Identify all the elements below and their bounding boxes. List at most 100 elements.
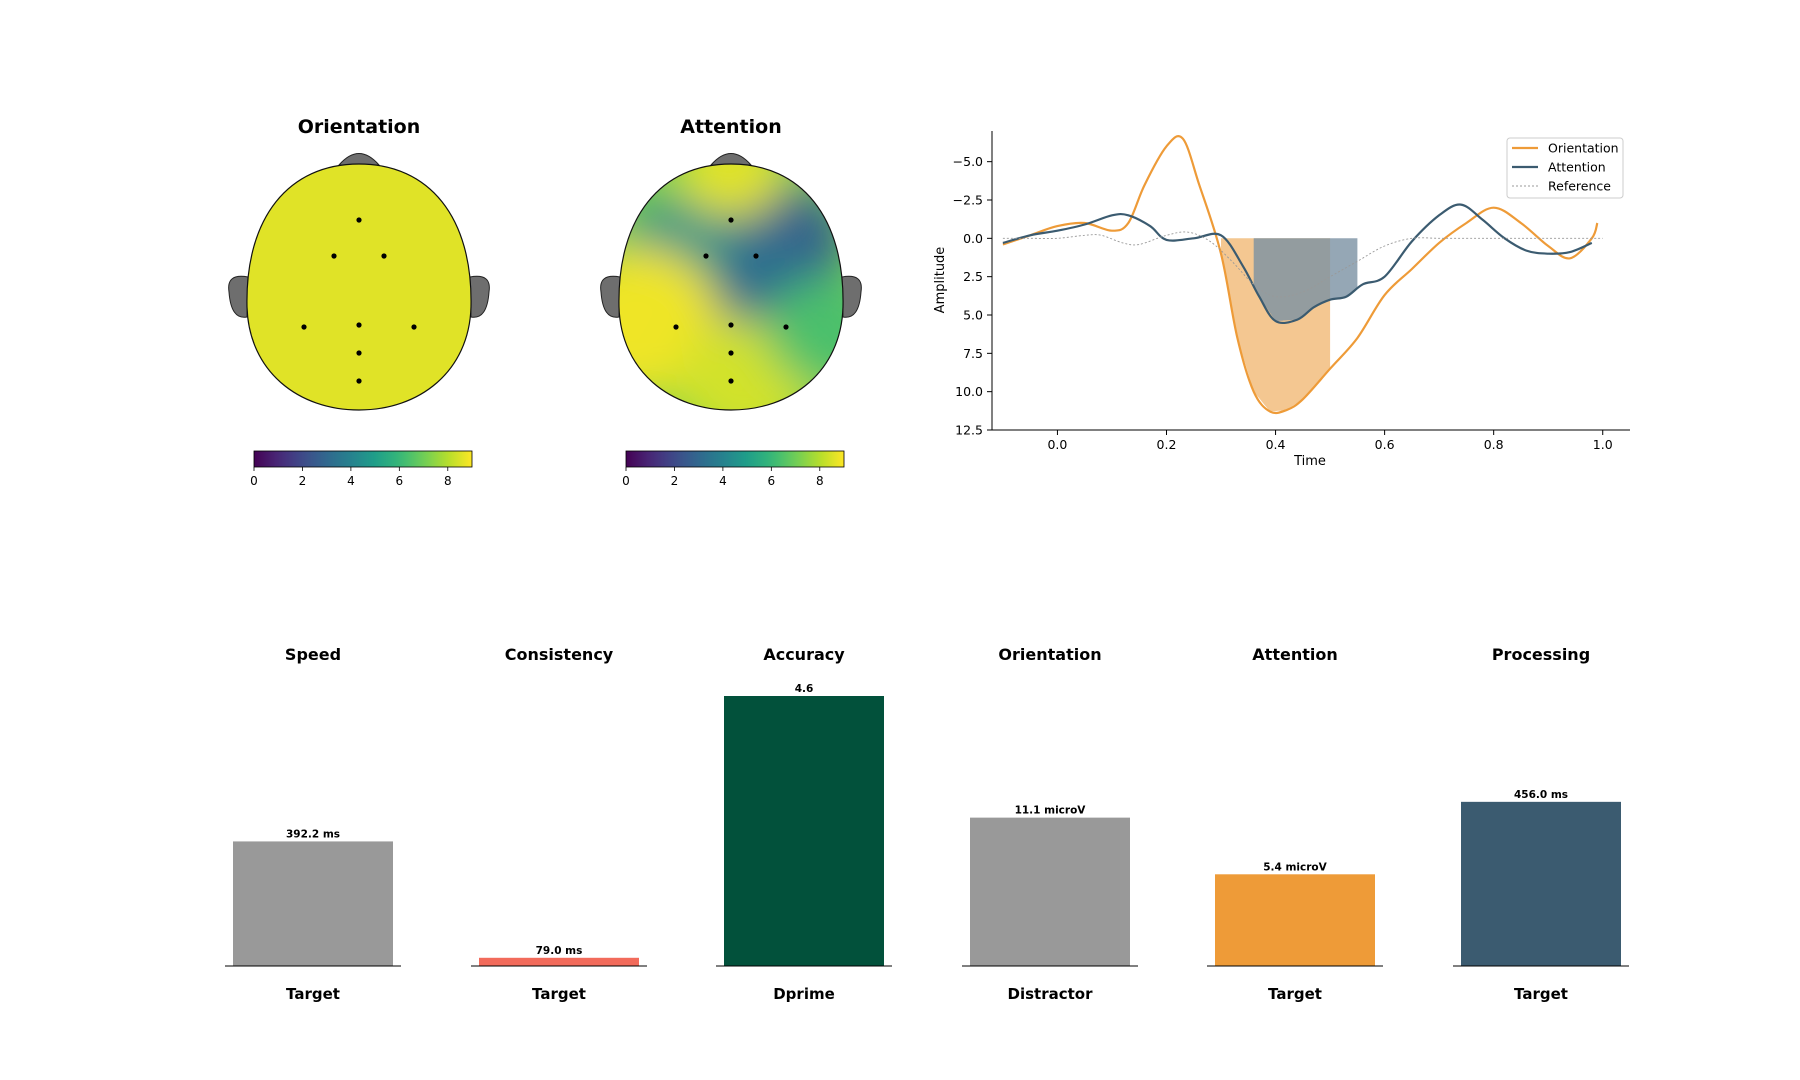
- bar-panel-title: Consistency: [505, 645, 614, 664]
- electrode-dot: [411, 324, 417, 330]
- bar-category-label: Target: [1268, 985, 1322, 1003]
- colorbar-tick-label: 2: [671, 474, 679, 488]
- bar: [233, 841, 393, 966]
- colorbar-tick-label: 8: [444, 474, 452, 488]
- bar-panel-title: Speed: [285, 645, 341, 664]
- x-tick-label: 0.6: [1375, 437, 1395, 452]
- bar: [724, 696, 884, 966]
- erp-line-chart: −5.0 −2.5 0.0 2.5 5.0 7.5 10.0 12.5 0.0 0.2 0.4 0.6…: [933, 131, 1630, 469]
- nose-shape: [337, 153, 381, 166]
- bar-category-label: Target: [1514, 985, 1568, 1003]
- series-line-orientation: [1002, 135, 1599, 415]
- colorbar-tick-label: 6: [396, 474, 404, 488]
- scalp-hotspot-left-temporal: [618, 245, 721, 399]
- bar-panel-processing: Processing 456.0 ms Target: [1453, 645, 1629, 1003]
- x-tick-label: 1.0: [1593, 437, 1613, 452]
- bar-panel-title: Attention: [1252, 645, 1337, 664]
- scalp-hotspot-right-temporal: [766, 278, 844, 386]
- colorbar-tick-label: 8: [816, 474, 824, 488]
- bar-value-label: 456.0 ms: [1514, 789, 1568, 801]
- x-tick-label: 0.0: [1047, 437, 1067, 452]
- scalp-field: [246, 164, 472, 410]
- right-ear-shape: [469, 275, 490, 318]
- legend-entry: Attention: [1548, 160, 1606, 175]
- bar-value-label: 392.2 ms: [286, 828, 340, 840]
- legend: Orientation Attention Reference: [1506, 137, 1624, 199]
- y-tick-label: 7.5: [963, 346, 983, 361]
- left-ear-shape: [600, 275, 621, 318]
- colorbar-gradient: [625, 450, 845, 468]
- bar-panel-orientation: Orientation 11.1 microV Distractor: [962, 645, 1138, 1003]
- electrode-dot: [728, 378, 734, 384]
- electrode-dot: [703, 253, 709, 259]
- y-tick-label: 2.5: [963, 269, 983, 284]
- topomap-title: Orientation: [298, 116, 421, 138]
- bar: [970, 817, 1130, 966]
- topomap-orientation: Orientation 0 2 4 6 8: [228, 116, 490, 488]
- bar-panel-attention: Attention 5.4 microV Target: [1207, 645, 1383, 1003]
- scalp-hotspot-frontal-pole: [676, 164, 786, 219]
- legend-entry: Reference: [1548, 179, 1611, 194]
- bar-category-label: Dprime: [773, 985, 835, 1003]
- series-lines: [1002, 135, 1603, 415]
- right-ear-shape: [841, 275, 862, 318]
- series-line-reference: [1002, 231, 1603, 298]
- topomap-title: Attention: [680, 116, 781, 138]
- left-ear-shape: [228, 275, 249, 318]
- colorbar-tick-label: 0: [250, 474, 258, 488]
- y-tick-label: −5.0: [953, 154, 983, 169]
- x-tick-label: 0.2: [1157, 437, 1177, 452]
- colorbar-tick-label: 2: [299, 474, 307, 488]
- colorbar-tick-label: 6: [768, 474, 776, 488]
- legend-entry: Orientation: [1548, 141, 1619, 156]
- colorbar-tick-label: 4: [719, 474, 727, 488]
- x-axis-label: Time: [1293, 454, 1326, 469]
- electrode-dot: [356, 217, 362, 223]
- topomap-attention: Attention 0 2 4 6 8: [600, 116, 862, 488]
- bar-panel-speed: Speed 392.2 ms Target: [225, 645, 401, 1003]
- electrode-dot: [673, 324, 679, 330]
- electrode-dot: [783, 324, 789, 330]
- x-tick-label: 0.8: [1484, 437, 1504, 452]
- bar-value-label: 4.6: [795, 683, 814, 695]
- head-outline: [600, 153, 862, 411]
- colorbar: 0 2 4 6 8: [622, 450, 845, 488]
- bar-panel-title: Processing: [1492, 645, 1590, 664]
- electrode-dot: [356, 378, 362, 384]
- electrode-dot: [301, 324, 307, 330]
- bar-value-label: 11.1 microV: [1015, 805, 1087, 817]
- bar-panel-title: Accuracy: [763, 645, 845, 664]
- electrode-dot: [728, 322, 734, 328]
- head-outline: [228, 153, 490, 411]
- electrode-dot: [728, 217, 734, 223]
- bar-value-label: 79.0 ms: [536, 945, 583, 957]
- scalp-field: [618, 164, 844, 410]
- bar-panel-title: Orientation: [998, 645, 1101, 664]
- bar-category-label: Distractor: [1008, 985, 1094, 1003]
- legend-frame: [1506, 137, 1624, 199]
- bar: [1215, 874, 1375, 966]
- bar: [479, 957, 639, 966]
- shaded-regions: [1221, 238, 1358, 412]
- bar: [1461, 801, 1621, 966]
- bar-panel-consistency: Consistency 79.0 ms Target: [471, 645, 647, 1003]
- series-line-attention: [1002, 203, 1593, 325]
- y-axis-label: Amplitude: [933, 247, 948, 314]
- axes: −5.0 −2.5 0.0 2.5 5.0 7.5 10.0 12.5 0.0 0.2 0.4 0.6…: [953, 131, 1630, 452]
- x-tick-label: 0.4: [1266, 437, 1286, 452]
- shaded-region-attention: [1253, 238, 1358, 322]
- bar-panels: Speed 392.2 ms Target Consistency 79.0 ms Tar…: [225, 645, 1629, 1003]
- scalp-field-fill: [246, 164, 472, 410]
- bar-category-label: Target: [532, 985, 586, 1003]
- electrode-dot: [356, 350, 362, 356]
- y-tick-label: 0.0: [963, 231, 983, 246]
- electrode-dot: [356, 322, 362, 328]
- y-tick-label: 10.0: [955, 384, 983, 399]
- colorbar-tick-label: 0: [622, 474, 630, 488]
- electrode-dot: [728, 350, 734, 356]
- colorbar-gradient: [253, 450, 473, 468]
- head-contour: [246, 163, 472, 411]
- colorbar: 0 2 4 6 8: [250, 450, 473, 488]
- y-tick-label: 5.0: [963, 308, 983, 323]
